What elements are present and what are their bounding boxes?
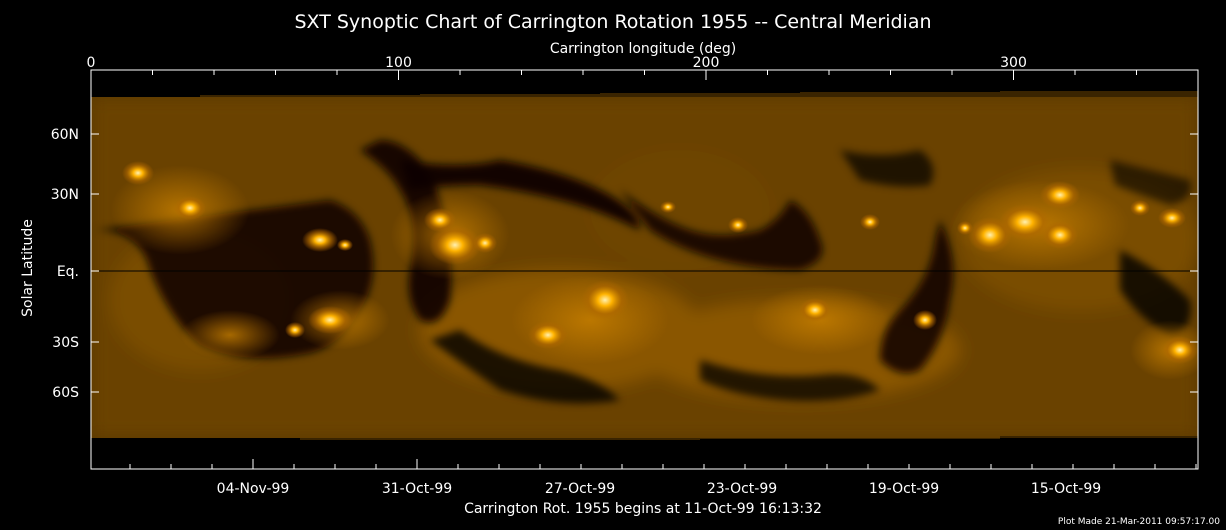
y-tick-label: 30S — [52, 335, 79, 351]
plot-made-note: Plot Made 21-Mar-2011 09:57:17.00 — [1058, 517, 1220, 527]
bottom-axis: 04-Nov-99 31-Oct-99 27-Oct-99 23-Oct-99 19-O… — [129, 459, 1197, 497]
bottom-tick-label: 04-Nov-99 — [217, 481, 290, 497]
top-tick-label: 200 — [693, 55, 720, 71]
solar-map-image — [91, 70, 1198, 469]
bottom-tick-label: 19-Oct-99 — [869, 481, 939, 497]
y-tick-label: Eq. — [57, 264, 79, 280]
left-axis: 60N 30N Eq. 30S 60S — [51, 127, 1198, 401]
bottom-tick-label: 15-Oct-99 — [1031, 481, 1101, 497]
y-tick-label: 60S — [52, 385, 79, 401]
top-tick-label: 0 — [87, 55, 96, 71]
y-axis-label: Solar Latitude — [20, 219, 36, 317]
bottom-axis-label: Carrington Rot. 1955 begins at 11-Oct-99… — [464, 501, 822, 517]
top-axis-label: Carrington longitude (deg) — [550, 41, 736, 57]
y-tick-label: 60N — [51, 127, 79, 143]
chart-title: SXT Synoptic Chart of Carrington Rotatio… — [294, 11, 931, 33]
bottom-tick-label: 27-Oct-99 — [545, 481, 615, 497]
bottom-tick-label: 31-Oct-99 — [382, 481, 452, 497]
top-axis: 0 100 200 300 — [87, 55, 1199, 80]
top-tick-label: 300 — [1000, 55, 1027, 71]
y-tick-label: 30N — [51, 187, 79, 203]
bottom-tick-label: 23-Oct-99 — [707, 481, 777, 497]
top-tick-label: 100 — [385, 55, 412, 71]
